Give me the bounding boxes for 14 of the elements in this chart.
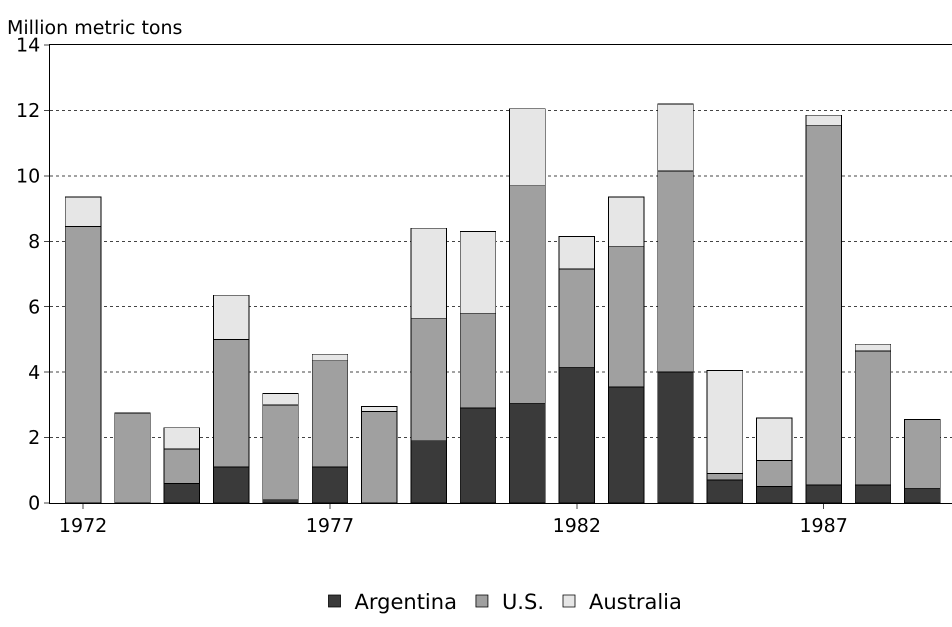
y-tick-label: 8 — [28, 230, 40, 253]
y-tick-label: 10 — [16, 166, 40, 188]
x-tick-label: 1972 — [58, 514, 108, 537]
x-tick-label: 1982 — [552, 514, 601, 537]
y-tick-label: 12 — [16, 100, 40, 122]
legend-label: U.S. — [502, 590, 544, 614]
y-tick-label: 0 — [28, 492, 40, 515]
y-tick-label: 6 — [28, 296, 40, 318]
legend-label: Argentina — [354, 590, 457, 614]
x-tick-label: 1987 — [799, 514, 848, 537]
y-tick-label: 4 — [28, 362, 40, 384]
x-tick-label: 1977 — [306, 514, 354, 537]
legend-label: Australia — [589, 590, 682, 614]
y-tick-label: 2 — [28, 427, 40, 450]
